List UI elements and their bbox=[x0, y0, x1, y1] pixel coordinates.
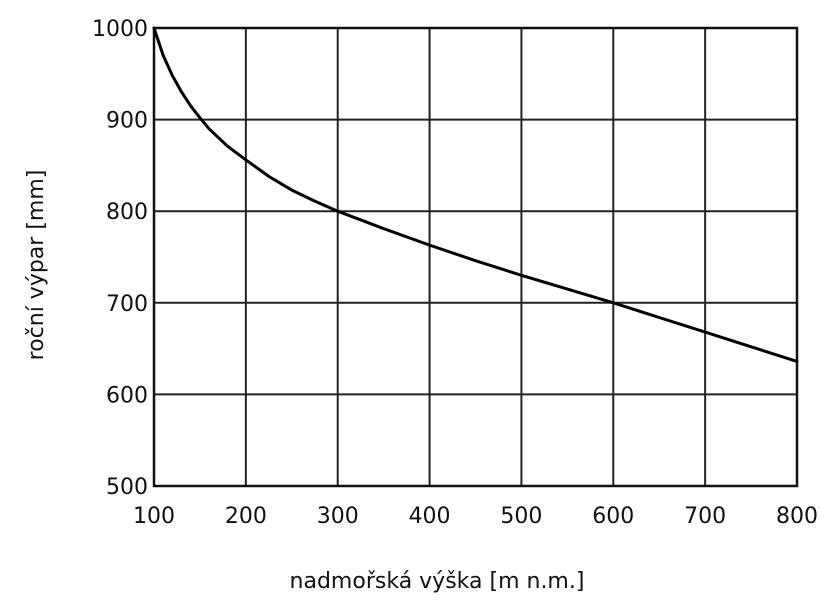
x-axis-title: nadmořská výška [m n.m.] bbox=[290, 569, 585, 594]
y-tick-label: 600 bbox=[106, 383, 148, 408]
y-tick-labels: 500 600 700 800 900 1000 bbox=[92, 17, 148, 500]
series-line-0 bbox=[152, 26, 799, 363]
x-tick-label: 400 bbox=[409, 504, 451, 529]
plot-frame bbox=[152, 26, 799, 488]
y-axis-title: roční výpar [mm] bbox=[24, 170, 49, 361]
x-tick-label: 100 bbox=[133, 504, 175, 529]
x-tick-label: 700 bbox=[684, 504, 726, 529]
x-tick-label: 500 bbox=[500, 504, 542, 529]
y-tick-label: 700 bbox=[106, 292, 148, 317]
series-layer bbox=[152, 26, 799, 363]
x-tick-label: 800 bbox=[776, 504, 818, 529]
y-tick-label: 800 bbox=[106, 200, 148, 225]
plot-border bbox=[152, 26, 799, 488]
x-tick-label: 200 bbox=[225, 504, 267, 529]
x-tick-label: 600 bbox=[592, 504, 634, 529]
x-tick-labels: 100 200 300 400 500 600 700 800 bbox=[133, 504, 818, 529]
y-tick-label: 500 bbox=[106, 475, 148, 500]
y-tick-label: 900 bbox=[106, 109, 148, 134]
x-tick-label: 300 bbox=[317, 504, 359, 529]
y-tick-label: 1000 bbox=[92, 17, 148, 42]
grid bbox=[154, 28, 797, 486]
